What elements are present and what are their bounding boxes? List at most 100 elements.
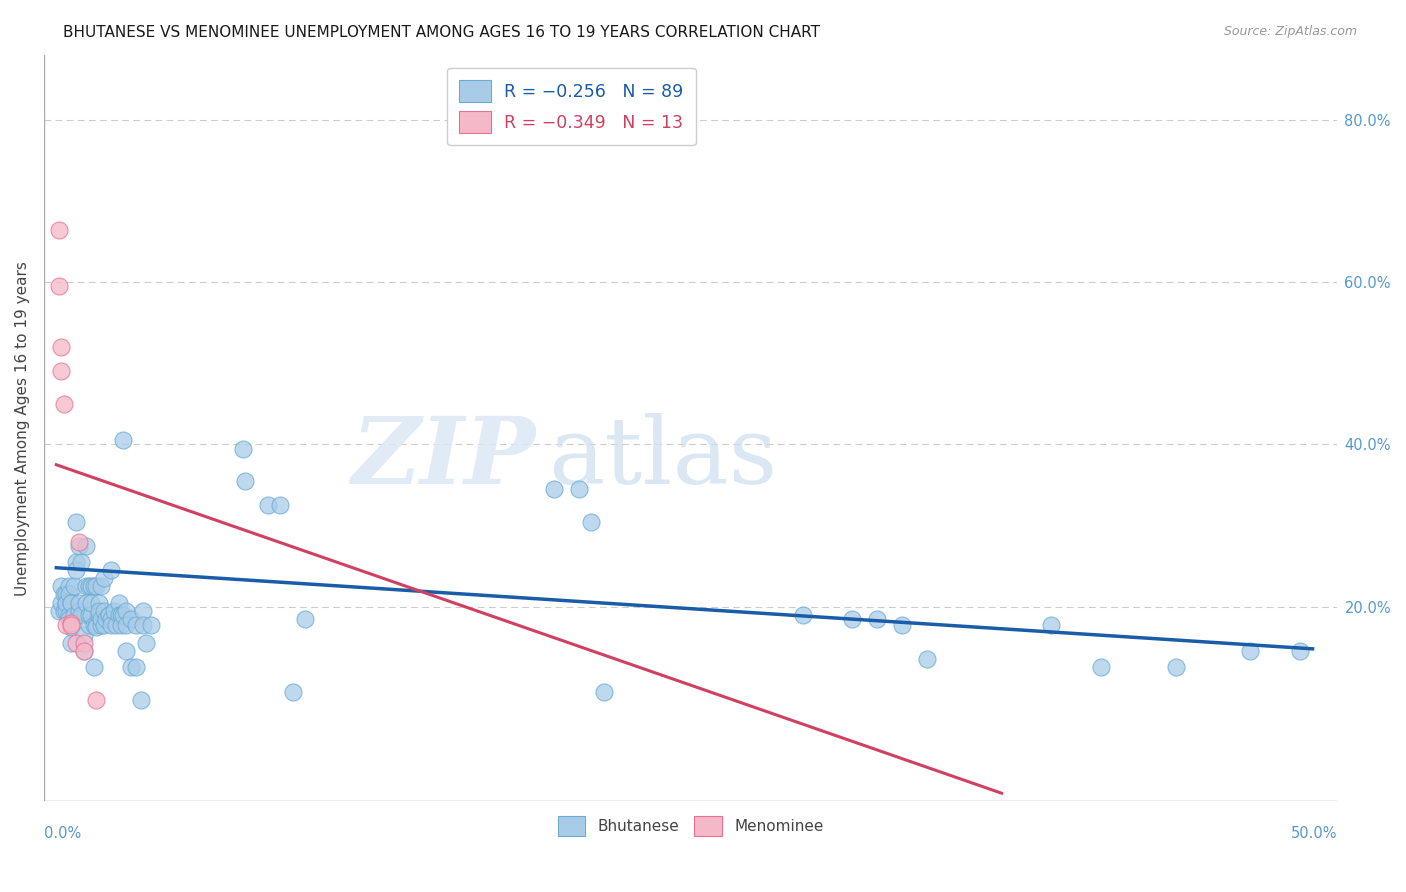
Point <box>65 636 87 650</box>
Point <box>87 607 110 622</box>
Point <box>65 515 87 529</box>
Point <box>70 607 93 622</box>
Point <box>84 620 107 634</box>
Point <box>55 604 77 618</box>
Text: BHUTANESE VS MENOMINEE UNEMPLOYMENT AMONG AGES 16 TO 19 YEARS CORRELATION CHART: BHUTANESE VS MENOMINEE UNEMPLOYMENT AMON… <box>63 25 820 40</box>
Point <box>83 660 105 674</box>
Point <box>84 617 107 632</box>
Point <box>52 587 75 601</box>
Point <box>51 364 73 378</box>
Text: Source: ZipAtlas.com: Source: ZipAtlas.com <box>1223 25 1357 38</box>
Text: 0.0%: 0.0% <box>44 826 82 841</box>
Point <box>1040 617 1063 632</box>
Point <box>103 604 125 618</box>
Point <box>84 579 107 593</box>
Point <box>110 617 132 632</box>
Point <box>75 596 97 610</box>
Point <box>232 442 254 456</box>
Point <box>115 604 138 618</box>
Point <box>77 617 100 632</box>
Point <box>55 617 77 632</box>
Point <box>67 596 90 610</box>
Point <box>90 612 112 626</box>
Point <box>83 579 105 593</box>
Point <box>55 596 77 610</box>
Point <box>58 612 80 626</box>
Point <box>55 587 77 601</box>
Point <box>115 644 138 658</box>
Point <box>48 279 70 293</box>
Point <box>93 604 115 618</box>
Point <box>80 607 103 622</box>
Point <box>543 482 565 496</box>
Point <box>1164 660 1187 674</box>
Point <box>120 612 142 626</box>
Point <box>94 612 117 626</box>
Point <box>73 644 96 658</box>
Point <box>58 579 80 593</box>
Point <box>60 620 83 634</box>
Legend: Bhutanese, Menominee: Bhutanese, Menominee <box>551 810 830 842</box>
Point <box>60 596 83 610</box>
Point <box>107 596 129 610</box>
Point <box>60 596 83 610</box>
Point <box>107 607 129 622</box>
Point <box>52 604 75 618</box>
Point <box>125 617 148 632</box>
Point <box>915 652 938 666</box>
Point <box>112 607 135 622</box>
Point <box>90 579 112 593</box>
Point <box>77 579 100 593</box>
Text: ZIP: ZIP <box>352 413 536 503</box>
Point <box>100 563 122 577</box>
Point <box>73 644 96 658</box>
Point <box>120 660 142 674</box>
Point <box>568 482 591 496</box>
Y-axis label: Unemployment Among Ages 16 to 19 years: Unemployment Among Ages 16 to 19 years <box>15 260 30 596</box>
Point <box>93 617 115 632</box>
Point <box>100 612 122 626</box>
Point <box>67 539 90 553</box>
Point <box>90 617 112 632</box>
Point <box>51 596 73 610</box>
Point <box>62 579 84 593</box>
Point <box>281 685 304 699</box>
Point <box>77 607 100 622</box>
Point <box>97 607 120 622</box>
Point <box>48 604 70 618</box>
Point <box>65 555 87 569</box>
Point <box>75 539 97 553</box>
Point <box>84 693 107 707</box>
Point <box>592 685 614 699</box>
Point <box>841 612 863 626</box>
Point <box>62 607 84 622</box>
Point <box>110 607 132 622</box>
Point <box>115 617 138 632</box>
Point <box>97 607 120 622</box>
Text: 50.0%: 50.0% <box>1291 826 1337 841</box>
Point <box>51 579 73 593</box>
Point <box>132 617 155 632</box>
Point <box>80 579 103 593</box>
Point <box>48 222 70 236</box>
Point <box>87 596 110 610</box>
Point <box>135 636 157 650</box>
Text: atlas: atlas <box>548 413 778 503</box>
Point <box>93 571 115 585</box>
Point <box>579 515 602 529</box>
Point <box>87 604 110 618</box>
Point <box>866 612 889 626</box>
Point <box>125 660 148 674</box>
Point <box>75 579 97 593</box>
Point <box>67 534 90 549</box>
Point <box>129 693 152 707</box>
Point <box>83 617 105 632</box>
Point <box>80 596 103 610</box>
Point <box>112 434 135 448</box>
Point <box>139 617 162 632</box>
Point <box>65 563 87 577</box>
Point <box>60 617 83 632</box>
Point <box>235 474 257 488</box>
Point <box>70 555 93 569</box>
Point <box>269 498 291 512</box>
